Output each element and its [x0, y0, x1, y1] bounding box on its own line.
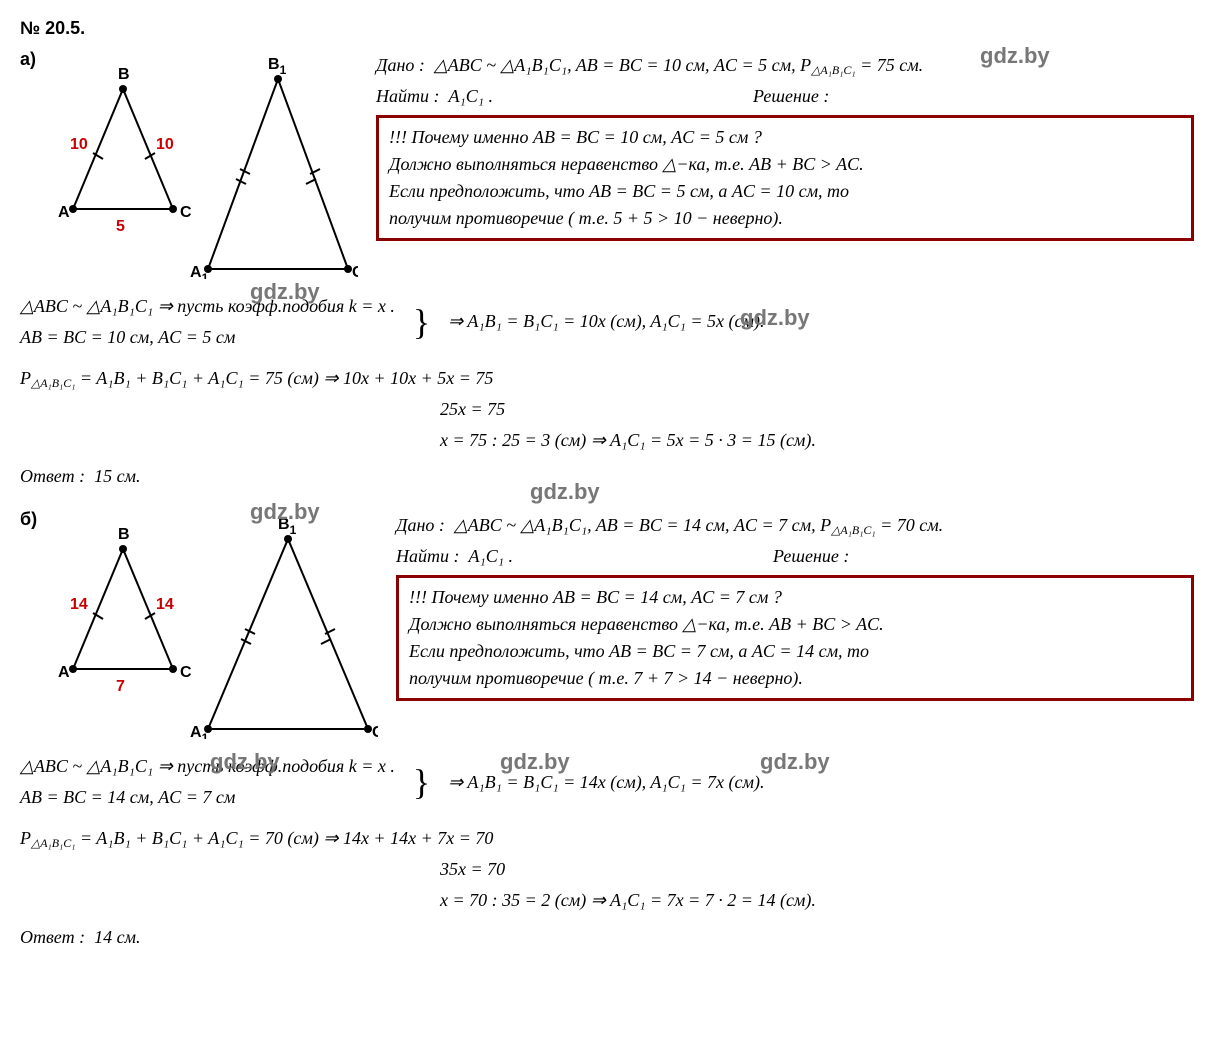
step-a2: = A₁B₁ + B₁C₁ + A₁C₁ = 75 (см) ⇒ 10x + 1…	[75, 368, 493, 388]
answer-label: Ответ :	[20, 466, 85, 486]
svg-text:C1: C1	[352, 264, 358, 279]
svg-text:B: B	[118, 66, 130, 83]
step-a1a: △ABC ~ △A₁B₁C₁ ⇒ пусть коэфф.подобия k =…	[20, 292, 395, 321]
svg-text:A: A	[58, 204, 70, 221]
svg-text:7: 7	[116, 678, 125, 695]
part-label-b: б)	[20, 509, 40, 530]
svg-text:5: 5	[116, 218, 125, 235]
answer-label: Ответ :	[20, 927, 85, 947]
given-label: Дано :	[396, 515, 445, 535]
problem-number: № 20.5.	[20, 18, 1194, 39]
step-b4: x = 70 : 35 = 2 (см) ⇒ A₁C₁ = 7x = 7 · 2…	[440, 886, 1194, 915]
step-a1b: AB = BC = 10 см, AC = 5 см	[20, 323, 395, 352]
svg-text:10: 10	[70, 136, 88, 153]
diagram-a: A B C 10 10 5 A1 B1 C1	[58, 49, 358, 284]
given-a: △ABC ~ △A₁B₁C₁, AB = BC = 10 см, AC = 5 …	[434, 55, 811, 75]
step-b3: 35x = 70	[440, 855, 1194, 884]
note-box-a: !!! Почему именно AB = BC = 10 см, AC = …	[376, 115, 1194, 241]
svg-text:C1: C1	[372, 724, 378, 739]
solution-label: Решение :	[773, 546, 849, 566]
step-b1a: △ABC ~ △A₁B₁C₁ ⇒ пусть коэфф.подобия k =…	[20, 752, 395, 781]
svg-text:14: 14	[156, 596, 174, 613]
svg-text:A: A	[58, 664, 70, 681]
diagram-b: A B C 14 14 7 A1 B1 C1	[58, 509, 378, 744]
svg-text:B: B	[118, 526, 130, 543]
answer-a: 15 см.	[94, 466, 140, 486]
given-b: △ABC ~ △A₁B₁C₁, AB = BC = 14 см, AC = 7 …	[454, 515, 831, 535]
step-b1r: ⇒ A₁B₁ = B₁C₁ = 14x (см), A₁C₁ = 7x (см)…	[448, 768, 764, 797]
note-box-b: !!! Почему именно AB = BC = 14 см, AC = …	[396, 575, 1194, 701]
find-label: Найти :	[376, 86, 440, 106]
svg-text:C: C	[180, 204, 192, 221]
part-label-a: а)	[20, 49, 40, 70]
svg-text:B1: B1	[278, 516, 297, 537]
step-a3: 25x = 75	[440, 395, 1194, 424]
svg-text:10: 10	[156, 136, 174, 153]
answer-b: 14 см.	[94, 927, 140, 947]
given-label: Дано :	[376, 55, 425, 75]
svg-text:14: 14	[70, 596, 88, 613]
step-a1r: ⇒ A₁B₁ = B₁C₁ = 10x (см), A₁C₁ = 5x (см)…	[448, 307, 764, 336]
step-b1b: AB = BC = 14 см, AC = 7 см	[20, 783, 395, 812]
find-label: Найти :	[396, 546, 460, 566]
solution-label: Решение :	[753, 86, 829, 106]
svg-text:B1: B1	[268, 56, 287, 77]
step-a4: x = 75 : 25 = 3 (см) ⇒ A₁C₁ = 5x = 5 · 3…	[440, 426, 1194, 455]
step-b2: = A₁B₁ + B₁C₁ + A₁C₁ = 70 (см) ⇒ 14x + 1…	[75, 828, 493, 848]
svg-text:C: C	[180, 664, 192, 681]
